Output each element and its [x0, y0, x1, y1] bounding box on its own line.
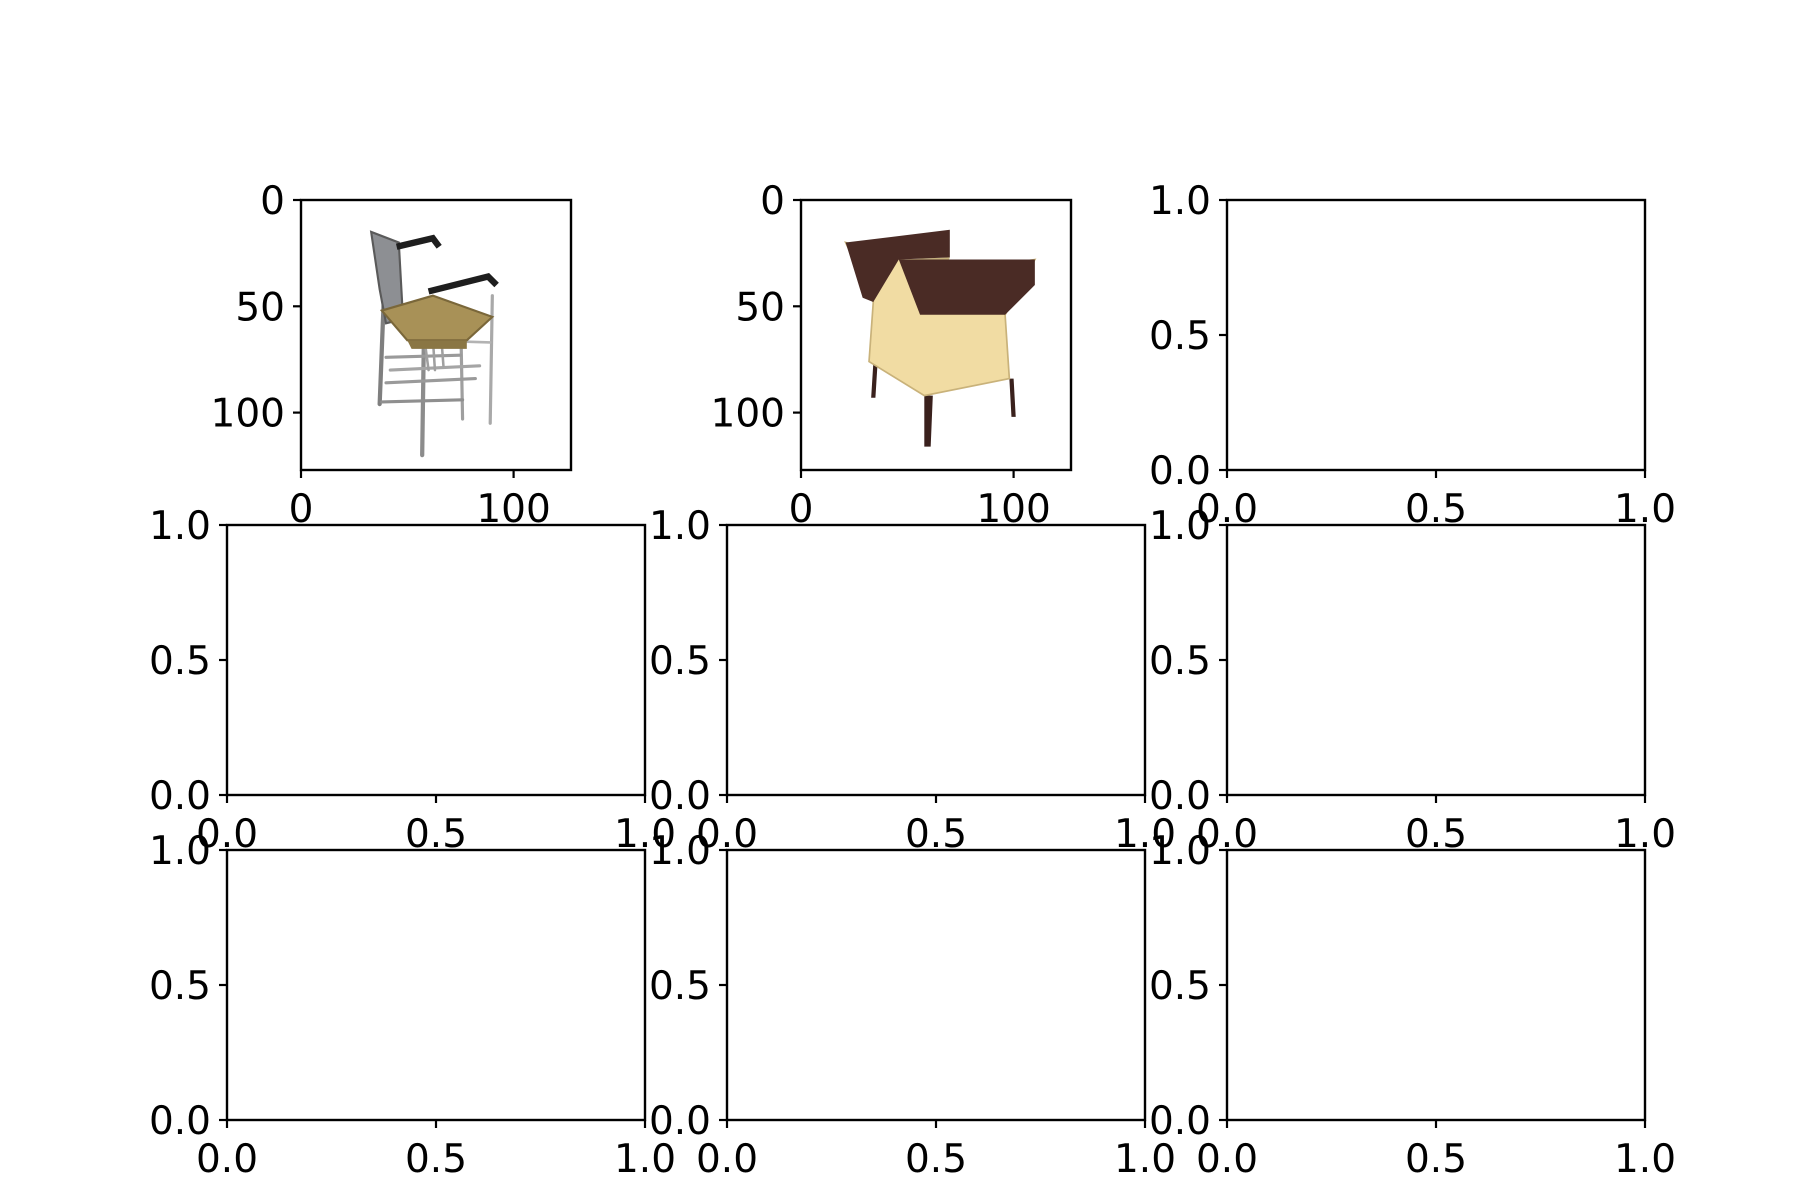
y-tick-label: 0.0	[149, 1099, 211, 1144]
axes-frame	[299, 198, 573, 472]
subplot-5: 0.0 0.5 1.00.00.51.0	[649, 504, 1176, 857]
y-tick-label: 0.5	[149, 964, 211, 1009]
x-tick-label: 0.5	[905, 1137, 967, 1182]
y-tick-label: 0	[760, 179, 785, 224]
chair-seat	[379, 294, 495, 342]
y-tick-label: 50	[735, 285, 785, 330]
y-tick-label: 0.5	[1149, 964, 1211, 1009]
y-tick-label: 0.0	[1149, 1099, 1211, 1144]
armchair-trim-left	[845, 229, 950, 303]
y-tick-label: 0.0	[649, 1099, 711, 1144]
y-tick-label: 1.0	[1149, 504, 1211, 549]
subplot-8: 0.0 0.5 1.0 0.0 0.5 1.0	[649, 829, 1176, 1182]
chair-seat-front	[407, 340, 467, 349]
y-tick-label: 1.0	[1149, 829, 1211, 874]
y-tick-label: 1.0	[1149, 179, 1211, 224]
y-tick-label: 0.5	[1149, 639, 1211, 684]
axes-frame	[799, 198, 1073, 472]
subplot-9: 0.0 0.5 1.0 0.0 0.5 1.0	[1149, 829, 1676, 1182]
y-tick-label: 0.5	[1149, 314, 1211, 359]
y-tick-label: 0.0	[149, 774, 211, 819]
y-tick-label: 1.0	[149, 829, 211, 874]
y-tick-label: 0.0	[1149, 774, 1211, 819]
upholstered-armchair-image	[844, 229, 1037, 447]
x-tick-label: 0.5	[405, 1137, 467, 1182]
y-tick-label: 100	[211, 392, 285, 437]
armchair-trim-right	[898, 259, 1035, 315]
subplot-7: 0.0 0.5 1.0 0.0 0.5 1.0	[149, 829, 676, 1182]
y-tick-label: 1.0	[649, 829, 711, 874]
x-tick-label: 0.0	[696, 1137, 758, 1182]
y-tick-label: 0.0	[1149, 449, 1211, 494]
x-tick-label: 0.5	[1405, 1137, 1467, 1182]
x-tick-label: 0.0	[1196, 1137, 1258, 1182]
y-tick-label: 0.0	[649, 774, 711, 819]
y-tick-label: 1.0	[649, 504, 711, 549]
y-tick-label: 0.5	[649, 639, 711, 684]
y-tick-label: 0.5	[149, 639, 211, 684]
y-tick-label: 0.5	[649, 964, 711, 1009]
x-tick-label: 0.0	[196, 1137, 258, 1182]
y-tick-label: 50	[235, 285, 285, 330]
y-tick-label: 1.0	[149, 504, 211, 549]
chair-armrest-left	[395, 234, 442, 250]
chair-armrest-right	[427, 273, 499, 295]
x-tick-label: 1.0	[1114, 1137, 1176, 1182]
x-tick-label: 1.0	[1614, 1137, 1676, 1182]
x-tick-label: 1.0	[614, 1137, 676, 1182]
y-tick-label: 0	[260, 179, 285, 224]
bar-stool-chair-image	[369, 230, 499, 458]
y-tick-label: 100	[711, 392, 785, 437]
